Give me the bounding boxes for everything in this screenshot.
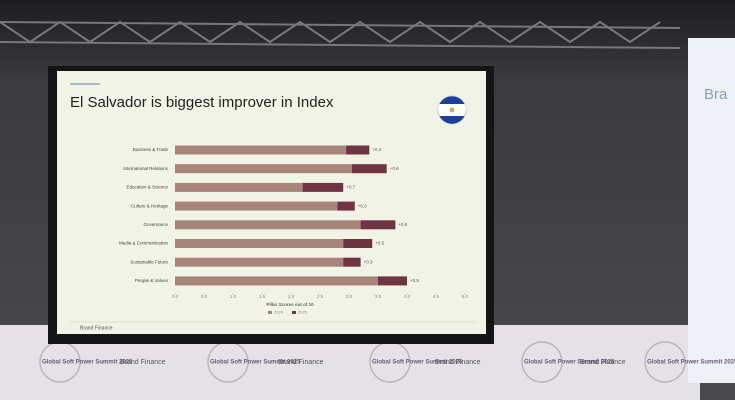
- summit-text: Global Soft Power Summit 2025: [524, 360, 615, 366]
- category-label: Culture & Heritage: [131, 203, 169, 208]
- category-label: Sustainable Future: [130, 259, 168, 264]
- bar-segment: [175, 220, 361, 230]
- value-label: +0.4: [372, 147, 381, 152]
- x-tick-label: 4.0: [404, 294, 411, 299]
- category-label: Media & Communication: [119, 241, 169, 246]
- bar-segment: [343, 257, 361, 267]
- bar-segment: [175, 201, 338, 211]
- bar-segment: [175, 276, 378, 286]
- legend-label: 2025: [298, 310, 308, 315]
- legend-swatch: [292, 311, 296, 314]
- summit-text: Global Soft Power Summit 2025: [42, 360, 133, 366]
- sponsor-text: Brand Finance: [435, 359, 481, 366]
- bar-segment: [337, 201, 355, 211]
- x-tick-label: 1.5: [259, 294, 266, 299]
- bar-segment: [343, 239, 373, 248]
- value-label: +0.3: [358, 203, 367, 208]
- chart-title: El Salvador is biggest improver in Index: [70, 94, 334, 111]
- footer: Brand Finance: [80, 325, 113, 331]
- value-label: +0.6: [398, 222, 407, 227]
- x-tick-label: 2.0: [288, 294, 295, 299]
- x-tick-label: 1.0: [230, 294, 237, 299]
- legend-label: 2024: [274, 310, 284, 315]
- value-label: +0.6: [390, 166, 399, 171]
- bar-segment: [175, 164, 352, 174]
- bar-segment: [175, 239, 344, 248]
- bar-segment: [175, 145, 347, 155]
- summit-text: Global Soft Power Summit 2025: [647, 360, 735, 366]
- value-label: +0.5: [375, 241, 384, 246]
- category-label: International Relations: [123, 166, 169, 171]
- legend-swatch: [268, 311, 272, 314]
- summit-text: Global Soft Power Summit 2025: [372, 360, 463, 366]
- bar-segment: [302, 182, 344, 192]
- category-label: Business & Trade: [133, 147, 169, 152]
- x-tick-label: 3.0: [346, 294, 353, 299]
- x-tick-label: 5.0: [462, 294, 469, 299]
- category-label: Governance: [143, 222, 168, 227]
- x-axis-label: Pillar Scores out of 10: [266, 302, 314, 307]
- side-panel-text: Bra: [704, 86, 728, 103]
- side-panel: [688, 38, 735, 383]
- sponsor-text: Brand Finance: [278, 359, 324, 366]
- bar-segment: [346, 145, 370, 155]
- value-label: +0.3: [364, 259, 373, 264]
- x-tick-label: 3.5: [375, 294, 382, 299]
- bar-segment: [175, 257, 344, 267]
- x-tick-label: 2.5: [317, 294, 324, 299]
- category-label: People & Values: [135, 278, 169, 283]
- bar-segment: [351, 164, 387, 174]
- bar-segment: [175, 182, 303, 192]
- summit-logo: [644, 341, 686, 383]
- summit-text: Global Soft Power Summit 2025: [210, 360, 301, 366]
- sponsor-text: Brand Finance: [580, 359, 626, 366]
- bar-segment: [360, 220, 396, 230]
- x-tick-label: 0.0: [172, 294, 179, 299]
- flag: [437, 95, 467, 125]
- value-label: +0.5: [410, 278, 419, 283]
- truss: [0, 20, 681, 49]
- x-tick-label: 4.5: [433, 294, 440, 299]
- x-tick-label: 0.5: [201, 294, 208, 299]
- category-label: Education & Science: [126, 185, 168, 190]
- chart: 0.0 0.5 1.0 1.5 2.0 2.5 3.0 3.5 4.0 4.5 5.0 Pillar …: [119, 145, 469, 315]
- bar-segment: [378, 276, 407, 286]
- sponsor-text: Brand Finance: [120, 359, 166, 366]
- summit-logo: [521, 341, 563, 383]
- value-label: +0.7: [346, 185, 355, 190]
